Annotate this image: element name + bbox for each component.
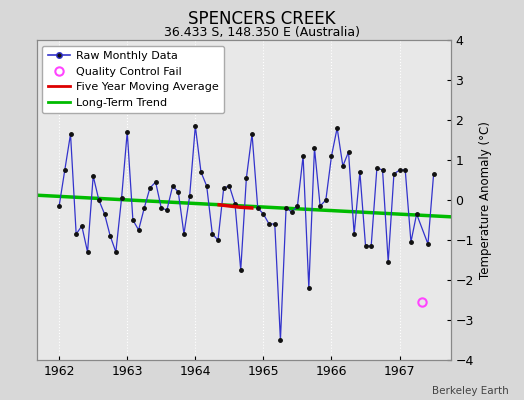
- Y-axis label: Temperature Anomaly (°C): Temperature Anomaly (°C): [479, 121, 493, 279]
- Legend: Raw Monthly Data, Quality Control Fail, Five Year Moving Average, Long-Term Tren: Raw Monthly Data, Quality Control Fail, …: [42, 46, 224, 113]
- Text: 36.433 S, 148.350 E (Australia): 36.433 S, 148.350 E (Australia): [164, 26, 360, 39]
- Text: SPENCERS CREEK: SPENCERS CREEK: [188, 10, 336, 28]
- Text: Berkeley Earth: Berkeley Earth: [432, 386, 508, 396]
